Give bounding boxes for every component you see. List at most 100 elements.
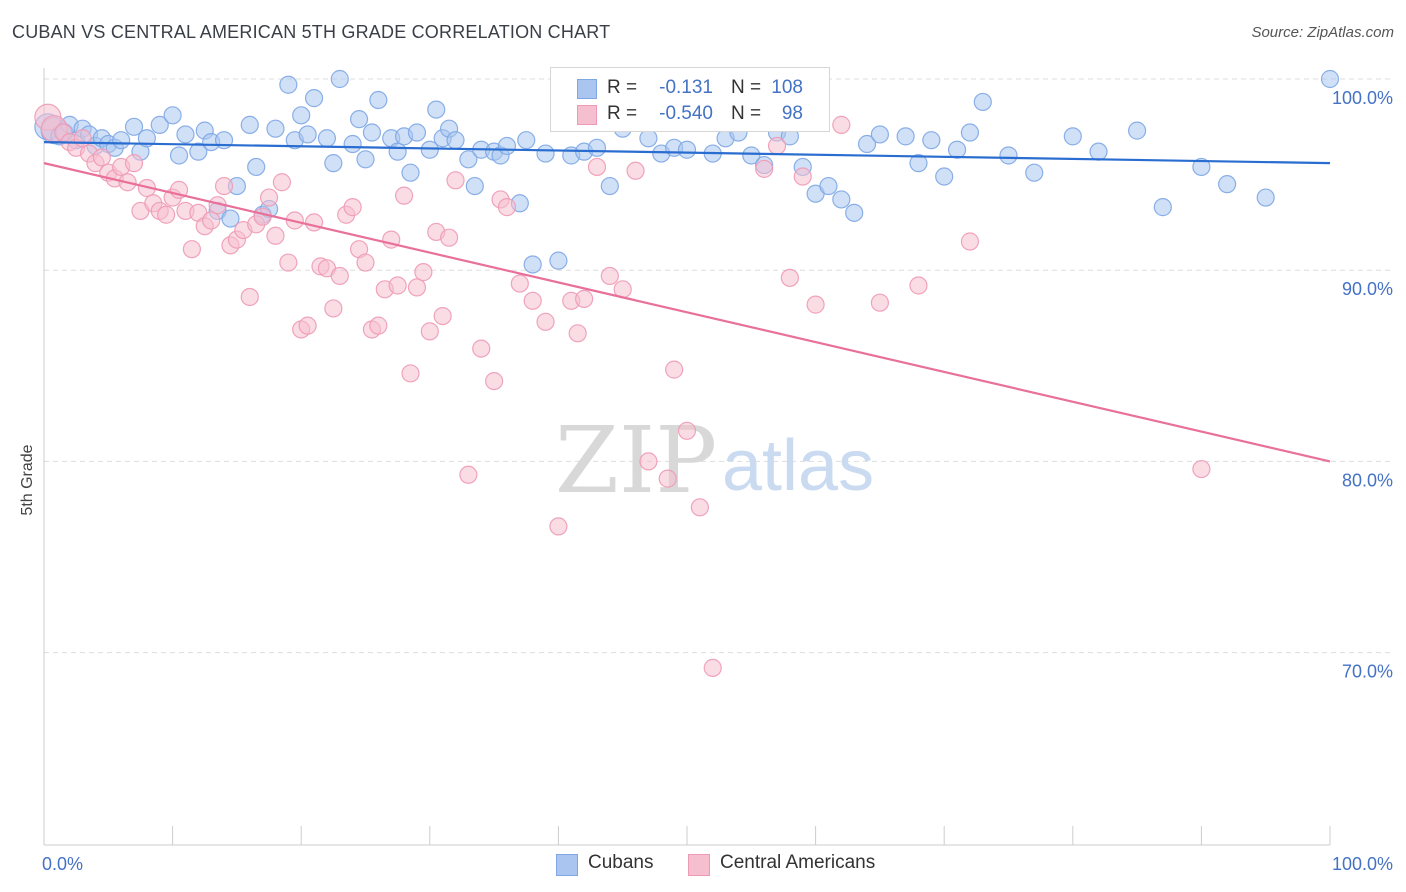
data-point-central-americans [324, 299, 343, 318]
data-point-cubans [266, 119, 285, 138]
legend-row-cubans: R = -0.131 N = 108 [551, 76, 829, 102]
watermark-atlas: atlas [722, 426, 874, 506]
data-point-central-americans [690, 498, 709, 517]
data-point-cubans [1063, 127, 1082, 146]
data-point-central-americans [304, 213, 324, 232]
data-point-cubans [292, 106, 311, 125]
chart-title: CUBAN VS CENTRAL AMERICAN 5TH GRADE CORR… [12, 22, 611, 42]
legend-n-label: N = [731, 77, 762, 98]
data-point-cubans [356, 150, 375, 169]
bottom-legend-label-cubans: Cubans [588, 852, 654, 873]
data-point-cubans [1089, 142, 1108, 161]
legend-r-value: -0.131 [659, 77, 713, 98]
data-point-cubans [459, 150, 478, 169]
data-point-central-americans [433, 306, 452, 326]
data-point-central-americans [1192, 459, 1211, 479]
data-points [34, 69, 1340, 677]
trend-lines [43, 140, 1331, 463]
data-point-central-americans [407, 278, 427, 297]
data-point-cubans [420, 140, 439, 159]
y-tick-label: 90.0% [1342, 279, 1393, 299]
data-point-central-americans [279, 253, 298, 272]
data-point-central-americans [485, 371, 504, 391]
data-point-cubans [124, 117, 144, 136]
data-point-cubans [497, 136, 517, 156]
data-point-central-americans [401, 364, 420, 383]
bottom-legend-label-central-americans: Central Americans [720, 852, 876, 873]
data-point-cubans [947, 140, 967, 159]
data-point-central-americans [266, 226, 285, 245]
gridlines [44, 78, 1392, 654]
data-point-cubans [343, 134, 362, 154]
data-point-cubans [870, 125, 890, 144]
trend-line-central-americans [43, 162, 1331, 463]
data-point-central-americans [240, 287, 259, 307]
data-point-cubans [150, 115, 169, 134]
legend-r-value: -0.540 [659, 103, 713, 124]
data-point-central-americans [536, 312, 555, 331]
data-point-central-americans [658, 469, 677, 488]
data-point-cubans [465, 176, 484, 196]
data-point-central-americans [394, 186, 414, 205]
data-point-cubans [1320, 69, 1340, 89]
data-point-cubans [189, 142, 208, 161]
data-point-central-americans [568, 324, 587, 343]
trend-line-cubans [43, 140, 1331, 165]
data-point-central-americans [92, 148, 111, 167]
data-point-cubans [446, 131, 465, 150]
data-point-central-americans [420, 322, 439, 341]
data-point-central-americans [909, 276, 928, 295]
data-point-central-americans [755, 159, 774, 178]
data-point-cubans [169, 146, 189, 165]
legend-swatch-central-americans [577, 105, 597, 125]
data-point-cubans [832, 190, 851, 209]
data-point-cubans [639, 129, 658, 148]
correlation-legend: R = -0.131 N = 108 R = -0.540 N = 98 [550, 67, 830, 132]
x-tick-label: 100.0% [1332, 854, 1393, 874]
data-point-central-americans [639, 452, 658, 471]
data-point-cubans [163, 106, 182, 125]
data-point-cubans [369, 90, 388, 110]
data-point-cubans [1025, 163, 1044, 182]
data-point-cubans [896, 127, 915, 146]
legend-r-label: R = [607, 77, 638, 98]
data-point-central-americans [356, 253, 375, 272]
watermark-zip: ZIP [555, 407, 717, 514]
data-point-central-americans [703, 658, 722, 677]
data-point-cubans [298, 125, 317, 144]
data-point-central-americans [793, 167, 812, 186]
data-point-cubans [549, 251, 568, 270]
data-point-cubans [221, 209, 240, 228]
data-point-cubans [677, 140, 697, 159]
data-point-cubans [112, 131, 131, 150]
data-point-central-americans [626, 161, 645, 180]
x-tick-label: 0.0% [42, 854, 83, 874]
data-point-cubans [240, 115, 259, 134]
data-point-cubans [909, 154, 928, 173]
data-point-central-americans [767, 136, 787, 156]
data-point-cubans [304, 89, 324, 108]
data-point-cubans [1256, 188, 1275, 207]
data-point-cubans [427, 100, 446, 119]
y-tick-label: 70.0% [1342, 662, 1393, 682]
data-point-central-americans [575, 289, 594, 308]
data-point-central-americans [124, 154, 144, 173]
data-point-cubans [317, 129, 337, 148]
bottom-legend-swatch-central-americans [688, 854, 710, 876]
data-point-central-americans [182, 240, 201, 259]
data-point-central-americans [587, 157, 607, 177]
data-point-central-americans [259, 188, 279, 207]
data-point-central-americans [665, 360, 684, 379]
data-point-cubans [857, 134, 877, 154]
y-tick-label: 80.0% [1342, 470, 1393, 490]
data-point-cubans [330, 69, 349, 89]
data-point-central-americans [510, 274, 529, 293]
data-point-central-americans [272, 173, 292, 192]
data-point-cubans [401, 163, 420, 182]
data-point-central-americans [298, 316, 317, 335]
data-point-cubans [1192, 157, 1211, 177]
bottom-legend-swatch-cubans [556, 854, 578, 876]
data-point-cubans [536, 144, 555, 163]
data-point-central-americans [870, 293, 890, 312]
